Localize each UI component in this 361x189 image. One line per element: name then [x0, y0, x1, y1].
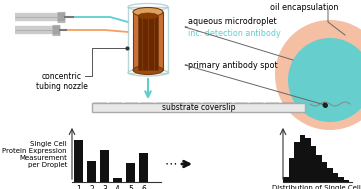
Text: 3: 3	[102, 185, 107, 189]
Bar	[338, 177, 344, 182]
Wedge shape	[140, 103, 153, 109]
Wedge shape	[235, 103, 248, 109]
Wedge shape	[109, 103, 122, 109]
Wedge shape	[203, 103, 216, 109]
Ellipse shape	[133, 8, 163, 16]
Wedge shape	[125, 103, 138, 109]
Text: primary antibody spot: primary antibody spot	[188, 60, 278, 70]
Wedge shape	[250, 103, 263, 109]
Circle shape	[322, 102, 327, 108]
Text: concentric
tubing nozzle: concentric tubing nozzle	[36, 72, 88, 91]
Text: 2: 2	[89, 185, 94, 189]
Bar	[139, 153, 148, 182]
Bar	[283, 177, 288, 182]
Text: oil encapsulation: oil encapsulation	[270, 2, 338, 12]
Bar	[300, 135, 305, 182]
Bar	[310, 146, 316, 182]
Bar	[133, 12, 163, 70]
Ellipse shape	[138, 13, 158, 19]
Wedge shape	[219, 103, 232, 109]
Text: substrate coverslip: substrate coverslip	[162, 103, 235, 112]
Wedge shape	[93, 103, 106, 109]
Text: ⋯: ⋯	[165, 157, 178, 170]
Text: 5: 5	[128, 185, 133, 189]
Bar	[322, 162, 327, 182]
Bar	[100, 150, 109, 182]
Text: 1: 1	[76, 185, 81, 189]
Bar	[327, 168, 332, 182]
Bar	[74, 140, 83, 182]
Bar	[92, 103, 305, 112]
Wedge shape	[172, 103, 185, 109]
Bar	[288, 158, 294, 182]
Text: Distribution of Single Cell
Protein Expression: Distribution of Single Cell Protein Expr…	[271, 185, 360, 189]
Bar	[294, 142, 300, 182]
Wedge shape	[187, 103, 200, 109]
Bar	[128, 7, 168, 73]
Bar	[316, 155, 322, 182]
Wedge shape	[156, 103, 169, 109]
Bar	[113, 178, 122, 182]
Text: inc. detection antibody: inc. detection antibody	[188, 29, 281, 37]
Circle shape	[288, 38, 361, 122]
Wedge shape	[282, 103, 295, 109]
Bar	[138, 16, 158, 70]
Text: Single Cell
Protein Expression
Measurement
per Droplet: Single Cell Protein Expression Measureme…	[3, 141, 67, 168]
Bar	[87, 161, 96, 182]
Text: 6: 6	[141, 185, 146, 189]
Bar	[332, 173, 338, 182]
Bar	[305, 138, 310, 182]
Circle shape	[275, 20, 361, 130]
Wedge shape	[266, 103, 279, 109]
Text: 4: 4	[115, 185, 120, 189]
Ellipse shape	[133, 66, 163, 74]
Text: aqueous microdroplet: aqueous microdroplet	[188, 18, 277, 26]
Bar	[126, 163, 135, 182]
Bar	[344, 180, 349, 182]
